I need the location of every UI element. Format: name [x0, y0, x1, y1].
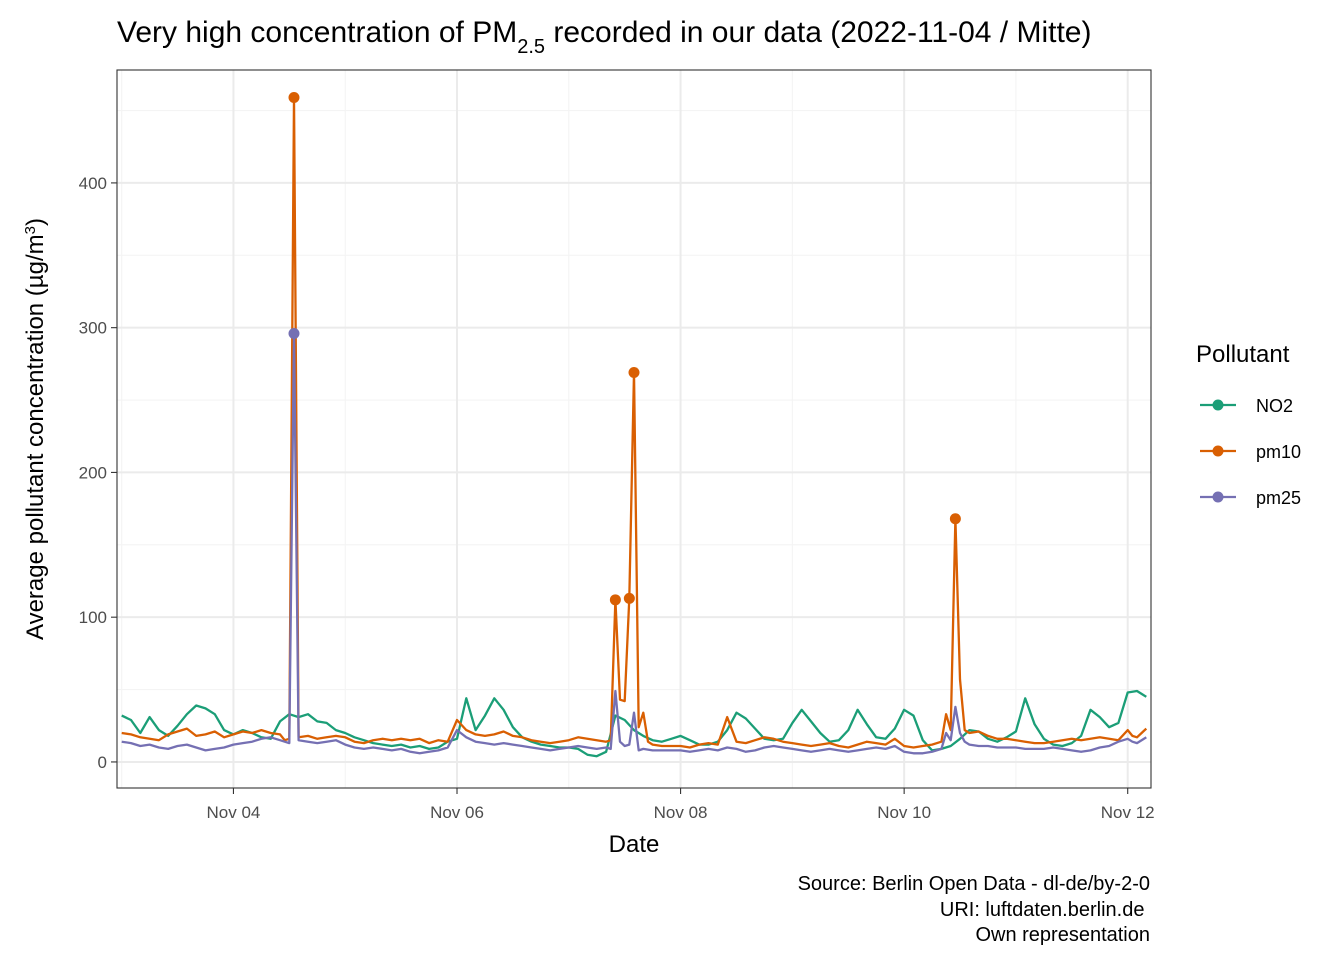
highlight-point-pm10	[628, 367, 640, 379]
legend-label-pm10: pm10	[1256, 442, 1301, 462]
legend-key-point-pm25	[1212, 491, 1224, 503]
chart-title: Very high concentration of PM2.5 recorde…	[117, 16, 1091, 58]
legend: Pollutant NO2 pm10 pm25	[1196, 341, 1301, 508]
legend-title: Pollutant	[1196, 341, 1290, 368]
y-tick-label: 0	[98, 753, 107, 772]
y-tick-label: 100	[79, 608, 107, 627]
legend-label-NO2: NO2	[1256, 396, 1293, 416]
x-axis: Nov 04 Nov 06 Nov 08 Nov 10 Nov 12	[207, 788, 1155, 822]
y-tick-label: 300	[79, 319, 107, 338]
series-line-pm10	[121, 96, 1148, 749]
caption-source: Source: Berlin Open Data - dl-de/by-2-0	[798, 873, 1150, 895]
highlight-point-pm10	[623, 592, 635, 604]
x-tick-label: Nov 10	[877, 803, 931, 822]
legend-label-pm25: pm25	[1256, 488, 1301, 508]
y-axis: 0 100 200 300 400	[79, 174, 117, 772]
caption-uri: URI: luftdaten.berlin.de	[940, 899, 1150, 921]
legend-key-point-NO2	[1212, 399, 1224, 411]
x-tick-label: Nov 06	[430, 803, 484, 822]
highlight-point-pm10	[949, 513, 961, 525]
highlight-points	[288, 92, 961, 606]
highlight-point-pm10	[288, 92, 300, 104]
plot-border	[116, 69, 1152, 789]
legend-key-point-pm10	[1212, 445, 1224, 457]
x-axis-title: Date	[609, 831, 660, 858]
x-tick-label: Nov 12	[1101, 803, 1155, 822]
highlight-point-pm10	[609, 594, 621, 606]
x-tick-label: Nov 08	[654, 803, 708, 822]
y-tick-label: 400	[79, 174, 107, 193]
highlight-point-pm25	[288, 327, 300, 339]
y-axis-title: Average pollutant concentration (µg/m3)	[22, 218, 50, 640]
caption-note: Own representation	[975, 924, 1150, 946]
x-tick-label: Nov 04	[207, 803, 261, 822]
y-tick-label: 200	[79, 463, 107, 482]
